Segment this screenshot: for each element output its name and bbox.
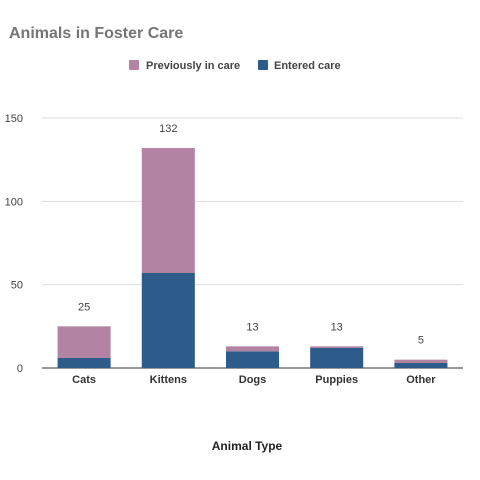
legend-swatch-entered-care xyxy=(258,60,268,70)
bar-dogs-previously-in-care xyxy=(225,346,280,352)
bar-total-label: 13 xyxy=(331,321,343,333)
x-tick-label: Kittens xyxy=(150,374,187,386)
bar-total-label: 5 xyxy=(418,335,424,347)
bar-cats-previously-in-care xyxy=(57,326,111,358)
chart-title: Animals in Foster Care xyxy=(9,25,183,42)
y-axis-ticks: 0 50 100 150 xyxy=(5,113,23,375)
y-tick-label: 150 xyxy=(5,113,23,125)
y-tick-label: 0 xyxy=(17,363,23,375)
bar-kittens-entered-care xyxy=(141,273,195,368)
x-tick-label: Dogs xyxy=(239,374,267,386)
bar-puppies-previously-in-care xyxy=(310,346,364,348)
bar-total-label: 132 xyxy=(159,123,177,135)
bar-total-label: 13 xyxy=(246,321,258,333)
bar-puppies-entered-care xyxy=(310,348,364,368)
legend-label-entered-care: Entered care xyxy=(274,60,341,72)
bar-cats-entered-care xyxy=(57,358,111,368)
legend-swatch-previously-in-care xyxy=(129,60,139,70)
legend: Previously in care Entered care xyxy=(129,60,341,72)
bar-total-label: 25 xyxy=(78,301,90,313)
legend-label-previously-in-care: Previously in care xyxy=(146,60,240,72)
bar-dogs-entered-care xyxy=(225,351,280,368)
x-tick-label: Cats xyxy=(72,374,96,386)
x-axis-categories: Cats Kittens Dogs Puppies Other xyxy=(72,374,436,386)
y-tick-label: 100 xyxy=(5,196,23,208)
bar-other-previously-in-care xyxy=(394,359,448,363)
y-tick-label: 50 xyxy=(11,280,23,292)
x-tick-label: Other xyxy=(406,374,436,386)
bar-totals: 25 132 13 13 5 xyxy=(78,123,424,347)
bars xyxy=(57,148,448,368)
bar-kittens-previously-in-care xyxy=(141,148,195,273)
x-axis-label: Animal Type xyxy=(212,439,283,453)
x-tick-label: Puppies xyxy=(315,374,358,386)
bar-other-entered-care xyxy=(394,363,448,368)
